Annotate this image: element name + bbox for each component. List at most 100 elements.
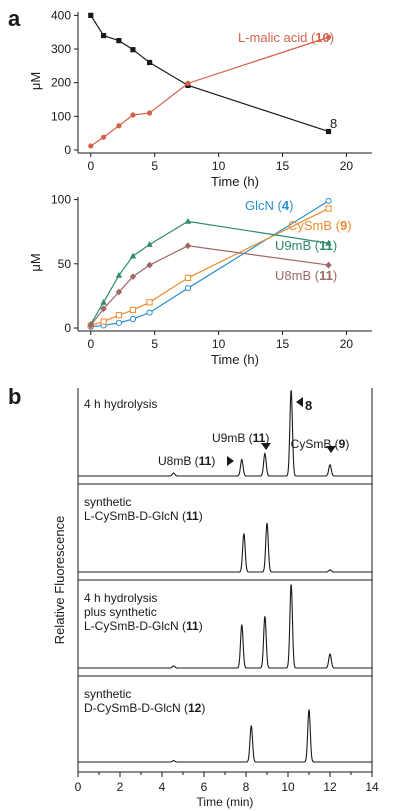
data-point [115, 319, 123, 326]
trace-label: D-CySmB-D-GlcN (12) [84, 701, 205, 715]
x-tick-label: 10 [281, 780, 295, 794]
y-axis-label: Relative Fluorescence [52, 516, 67, 645]
data-point [116, 38, 122, 44]
peak-annotation: CySmB (9) [291, 437, 350, 451]
annotation-arrow [227, 456, 234, 466]
series-label: GlcN (4) [245, 198, 293, 213]
x-tick-label: 5 [151, 159, 158, 173]
chart-chromatograms: 0 2 4 6 8 10 12 14 Time (min) Relative Fluorescen… [52, 388, 379, 809]
chromatogram-trace-3 [78, 709, 372, 763]
y-axis-label: μM [28, 72, 43, 90]
y-tick-label: 100 [51, 109, 71, 123]
x-axis-label: Time (h) [211, 174, 259, 189]
x-tick-label: 12 [323, 780, 337, 794]
chromatogram-trace-0 [78, 390, 372, 477]
data-point [129, 273, 137, 281]
trace-label: synthetic [84, 687, 131, 701]
x-tick-label: 14 [365, 780, 379, 794]
data-point [146, 261, 153, 269]
panel-label-b: b [8, 384, 21, 409]
data-point [146, 110, 153, 116]
x-axis-label: Time (h) [211, 352, 259, 367]
x-tick-label: 0 [87, 159, 94, 173]
x-tick-label: 20 [340, 337, 354, 351]
data-point [130, 112, 136, 118]
chart-substrate-malic: 0 100 200 300 400 0 5 10 15 20 Time (h) μM 8 L-malic … [28, 8, 372, 189]
x-tick-label: 0 [75, 780, 82, 794]
x-tick-label: 8 [243, 780, 250, 794]
data-point [184, 218, 192, 224]
data-point [325, 197, 332, 204]
data-point [115, 312, 123, 319]
x-tick-label: 2 [117, 780, 124, 794]
annotation-arrow [261, 443, 271, 450]
series-label: U8mB (11) [275, 268, 337, 283]
data-point [184, 274, 192, 282]
data-point [146, 299, 153, 306]
data-point [88, 143, 94, 149]
data-point [184, 285, 192, 292]
data-point [325, 205, 332, 212]
data-point [100, 134, 107, 140]
y-tick-label: 100 [51, 193, 71, 207]
series-label: CySmB (9) [288, 218, 352, 233]
data-point [115, 271, 123, 278]
trace-label: 4 h hydrolysis [84, 591, 157, 605]
data-point [116, 123, 122, 129]
series-line-3 [90, 245, 329, 326]
data-point [129, 252, 137, 259]
trace-label: L-CySmB-D-GlcN (11) [84, 509, 203, 523]
chart-products: 0 50 100 0 5 10 15 20 Time (h) μM GlcN (4) CySmB (9… [28, 193, 372, 367]
data-point [325, 239, 332, 246]
x-axis-label: Time (min) [197, 795, 254, 809]
trace-label: 4 h hydrolysis [84, 397, 157, 411]
series-line-1 [90, 36, 329, 147]
data-point [146, 309, 153, 316]
data-point [100, 298, 107, 305]
data-point [146, 241, 153, 247]
series-label: 8 [330, 116, 337, 131]
chromatogram-trace-1 [78, 522, 372, 573]
annotation-arrow [326, 446, 336, 453]
trace-label: L-CySmB-D-GlcN (11) [84, 619, 203, 633]
y-tick-label: 50 [58, 257, 72, 271]
y-tick-label: 200 [51, 76, 71, 90]
peak-annotation: U8mB (11) [158, 454, 215, 468]
data-point [146, 59, 153, 66]
x-tick-label: 5 [151, 337, 158, 351]
data-point [115, 288, 123, 296]
data-point [100, 305, 107, 313]
trace-label: plus synthetic [84, 605, 157, 619]
data-point [87, 322, 94, 329]
peak-annotation: U9mB (11) [212, 431, 269, 445]
data-point [184, 242, 192, 250]
peak-annotation: 8 [305, 398, 312, 413]
series-label: U9mB (11) [275, 238, 337, 253]
x-tick-label: 15 [276, 337, 290, 351]
data-point [325, 128, 332, 135]
data-point [325, 34, 332, 40]
series-label: L-malic acid (10) [238, 30, 334, 45]
x-tick-label: 10 [212, 159, 226, 173]
x-tick-label: 15 [276, 159, 290, 173]
y-tick-label: 0 [64, 321, 71, 335]
data-point [129, 306, 137, 314]
x-tick-label: 0 [87, 337, 94, 351]
data-point [100, 318, 107, 325]
x-tick-label: 20 [340, 159, 354, 173]
x-tick-label: 4 [159, 780, 166, 794]
annotation-arrow [296, 397, 303, 407]
y-axis-label: μM [28, 253, 43, 271]
x-tick-label: 10 [212, 337, 226, 351]
data-point [130, 47, 136, 53]
data-point [185, 80, 191, 86]
data-point [100, 32, 107, 39]
y-tick-label: 0 [64, 143, 71, 157]
data-point [325, 261, 332, 269]
trace-label: synthetic [84, 495, 131, 509]
chromatogram-trace-2 [78, 584, 372, 669]
x-tick-label: 6 [201, 780, 208, 794]
data-point [129, 315, 137, 323]
panel-label-a: a [8, 6, 21, 31]
